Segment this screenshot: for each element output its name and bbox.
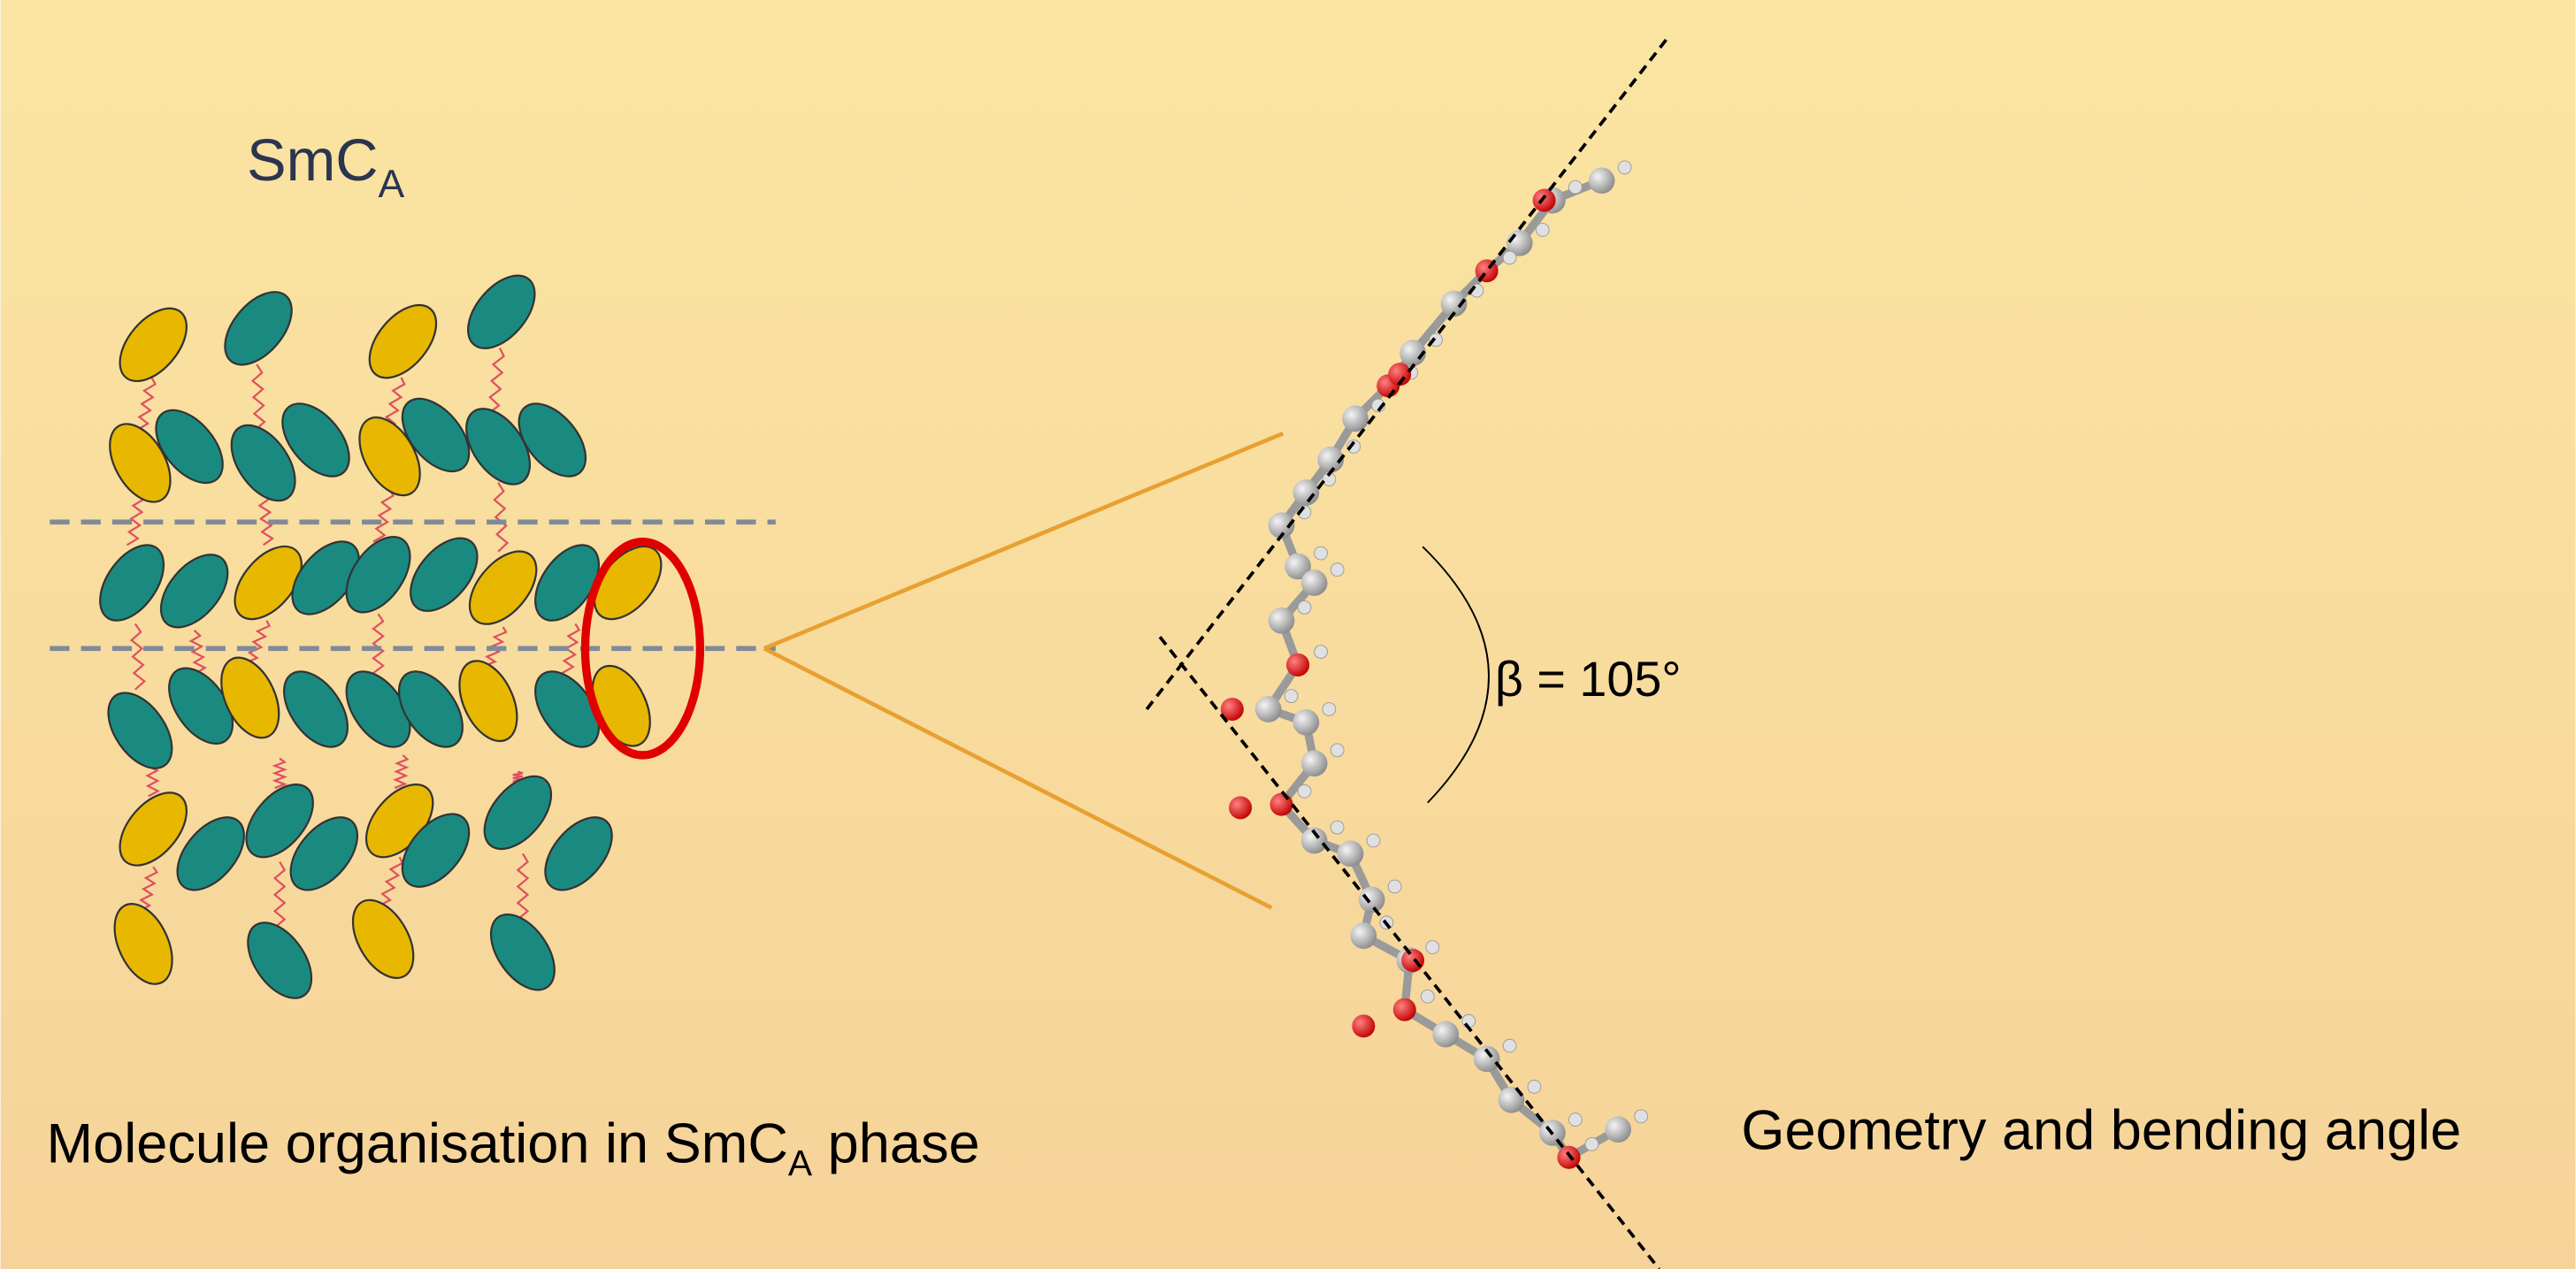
atom [1359, 886, 1385, 913]
oxygen [1401, 949, 1424, 972]
figure: SmCA Molecule organisation in SmCA phase… [0, 0, 2576, 1269]
hydrogen [1568, 1113, 1582, 1127]
phase-label-sub: A [379, 163, 405, 206]
caption-text: Molecule organisation in SmC [47, 1112, 788, 1174]
oxygen [1533, 188, 1556, 211]
hydrogen [1367, 834, 1380, 847]
hydrogen [1330, 744, 1344, 757]
atom [1293, 709, 1320, 736]
right-caption: Geometry and bending angle [1741, 1099, 2461, 1161]
hydrogen [1330, 821, 1344, 834]
atom [1432, 1021, 1459, 1048]
hydrogen [1618, 161, 1631, 174]
oxygen [1229, 796, 1252, 819]
phase-label-main: SmC [247, 128, 379, 194]
oxygen [1352, 1014, 1375, 1037]
oxygen [1286, 654, 1309, 677]
hydrogen [1536, 223, 1549, 236]
atom [1342, 406, 1368, 432]
caption-text: phase [812, 1112, 979, 1174]
atom [1301, 750, 1328, 776]
atom [1270, 793, 1293, 816]
left-caption: Molecule organisation in SmCA phase [47, 1112, 980, 1183]
atom [1269, 608, 1295, 634]
hydrogen [1322, 703, 1336, 716]
hydrogen [1503, 1039, 1516, 1052]
oxygen [1557, 1146, 1580, 1169]
atom [1499, 1087, 1525, 1113]
hydrogen [1421, 990, 1434, 1003]
hydrogen [1298, 600, 1311, 614]
hydrogen [1528, 1081, 1541, 1094]
hydrogen [1330, 563, 1344, 577]
hydrogen [1298, 784, 1311, 798]
hydrogen [1284, 690, 1298, 703]
atom [1605, 1116, 1631, 1143]
hydrogen [1315, 646, 1328, 659]
hydrogen [1585, 1137, 1598, 1151]
hydrogen [1568, 180, 1582, 194]
atom [1255, 696, 1282, 722]
page: SmCA Molecule organisation in SmCA phase… [0, 0, 2576, 1269]
atom [1338, 840, 1364, 867]
hydrogen [1635, 1110, 1648, 1123]
angle-label: β = 105° [1495, 652, 1682, 707]
hydrogen [1315, 547, 1328, 560]
hydrogen [1503, 251, 1516, 264]
atom [1589, 167, 1615, 194]
atom [1351, 922, 1377, 949]
hydrogen [1388, 880, 1401, 893]
hydrogen [1426, 941, 1439, 954]
caption-sub: A [788, 1143, 813, 1183]
atom [1293, 479, 1320, 506]
atom [1301, 570, 1328, 596]
atom [1393, 998, 1416, 1021]
